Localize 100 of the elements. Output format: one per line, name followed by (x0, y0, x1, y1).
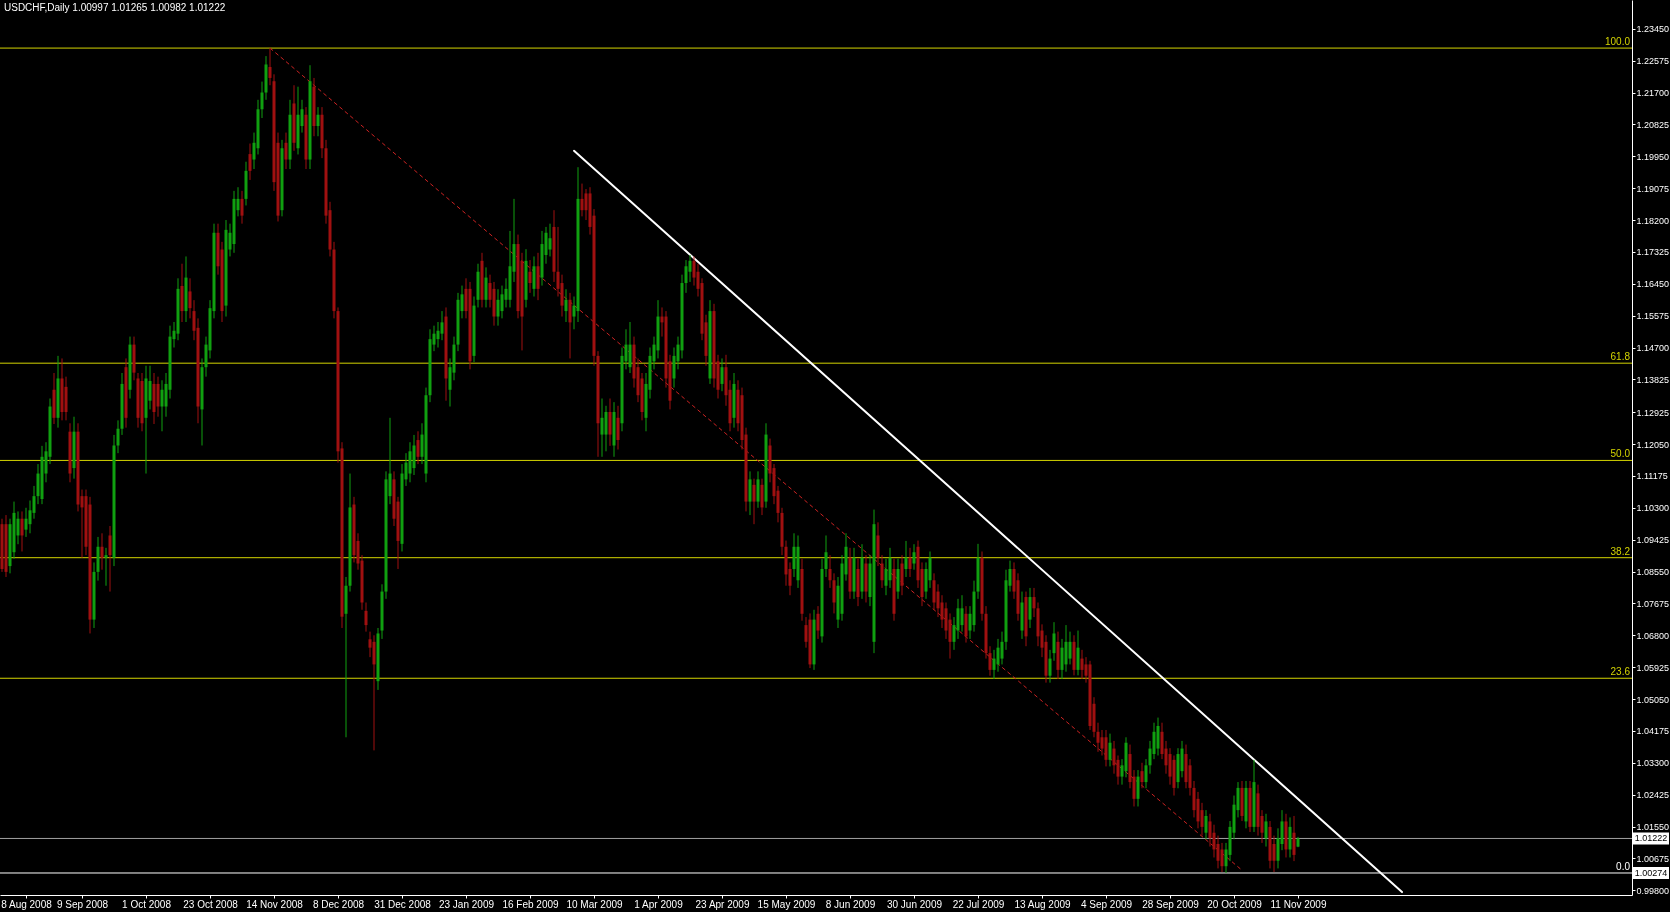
candlestick (1216, 835, 1220, 869)
annotation: 61.8 (1610, 351, 1631, 363)
y-tick-label: 1.03300 (1636, 758, 1670, 769)
x-tick-label: 20 Oct 2009 (1207, 898, 1263, 910)
candlestick (628, 321, 632, 374)
y-tick-label: 1.05050 (1636, 694, 1670, 705)
y-tick-label: 1.22575 (1636, 56, 1670, 67)
x-tick-label: 9 Sep 2008 (56, 898, 109, 910)
candlestick (900, 554, 904, 596)
annotation: 23.6 (1610, 666, 1631, 678)
x-tick-label: 13 Aug 2009 (1014, 898, 1072, 910)
candlestick (416, 430, 420, 465)
x-tick-label: 23 Oct 2008 (183, 898, 239, 910)
candlestick (1076, 630, 1080, 676)
candlestick (564, 288, 568, 323)
y-tick-label: 1.08550 (1636, 567, 1670, 578)
x-tick-label: 14 Nov 2008 (246, 898, 304, 910)
y-tick-label: 1.12050 (1636, 439, 1670, 450)
x-tick-label: 4 Sep 2009 (1080, 898, 1133, 910)
annotation: 50.0 (1610, 448, 1631, 460)
x-tick-label: 30 Jun 2009 (886, 898, 943, 910)
y-tick-label: 1.19950 (1636, 151, 1670, 162)
y-tick-label: 1.14700 (1636, 343, 1670, 354)
candlestick (832, 572, 836, 614)
y-tick-label: 1.07675 (1636, 598, 1670, 609)
candlestick (792, 532, 796, 578)
y-tick-label: 1.17325 (1636, 247, 1670, 258)
candlestick (604, 405, 608, 452)
candlestick (600, 398, 604, 458)
candlestick (956, 598, 960, 640)
x-tick-label: 16 Feb 2009 (502, 898, 560, 910)
candlestick (1064, 624, 1068, 673)
candlestick (608, 398, 612, 447)
candlestick (160, 379, 164, 432)
candlestick (756, 470, 760, 509)
candlestick (904, 540, 908, 578)
candlestick (688, 254, 692, 283)
candlestick (1140, 762, 1144, 789)
candlestick (100, 532, 104, 571)
candlestick (1180, 740, 1184, 778)
candlestick (1292, 815, 1296, 862)
y-tick-label: 1.00675 (1636, 853, 1670, 864)
x-tick-label: 8 Jun 2009 (825, 898, 876, 910)
candlestick (104, 547, 108, 587)
candlestick (284, 132, 288, 170)
y-tick-label: 1.13825 (1636, 374, 1670, 385)
y-tick-label: 1.11175 (1636, 471, 1668, 482)
y-tick-label: 1.01550 (1636, 822, 1670, 833)
y-tick-label: 1.02425 (1636, 790, 1670, 801)
candlestick (1156, 717, 1160, 756)
y-tick-label: 1.20825 (1636, 119, 1670, 130)
candlestick (496, 288, 500, 327)
x-tick-label: 10 Mar 2009 (566, 898, 624, 910)
candlestick (156, 376, 160, 418)
y-tick-label: 1.19075 (1636, 183, 1670, 194)
y-tick-label: 1.06800 (1636, 630, 1670, 641)
candlestick (1136, 769, 1140, 807)
candlestick (960, 594, 964, 633)
candlestick (364, 601, 368, 633)
candlestick (532, 255, 536, 298)
candlestick (240, 190, 244, 225)
candlestick (1028, 587, 1032, 629)
x-tick-label: 31 Dec 2008 (374, 898, 432, 910)
candlestick (908, 547, 912, 578)
x-tick-label: 15 May 2009 (757, 898, 816, 910)
x-tick-label: 1 Oct 2008 (122, 898, 172, 910)
candlestick (1080, 649, 1084, 680)
y-tick-label: 1.09425 (1636, 535, 1670, 546)
y-tick-label: 1.23450 (1636, 24, 1670, 35)
candlestick (548, 223, 552, 257)
y-tick-label: 1.21700 (1636, 88, 1670, 99)
candlestick (568, 292, 572, 359)
candlestick (948, 612, 952, 660)
candlestick (720, 357, 724, 392)
x-tick-label: 8 Aug 2008 (1, 898, 53, 910)
candlestick (528, 259, 532, 294)
y-tick-label: 1.04175 (1636, 726, 1670, 737)
candlestick (412, 434, 416, 476)
candlestick (1104, 729, 1108, 767)
candlestick (316, 106, 320, 137)
x-tick-label: 23 Apr 2009 (695, 898, 750, 910)
x-tick-label: 28 Sep 2009 (1142, 898, 1200, 910)
candlestick (816, 605, 820, 640)
candlestick (484, 266, 488, 308)
candlestick (1100, 729, 1104, 756)
y-tick-label: 1.16450 (1636, 279, 1670, 290)
annotation: 0.0 (1616, 861, 1631, 872)
x-tick-label: 23 Jan 2009 (438, 898, 495, 910)
candlestick (1200, 802, 1204, 837)
y-tick-label: 1.15575 (1636, 311, 1670, 322)
candlestick (372, 634, 376, 751)
candlestick (964, 605, 968, 644)
candlestick (1220, 842, 1224, 873)
candlestick (896, 558, 900, 600)
x-tick-label: 22 Jul 2009 (952, 898, 1005, 910)
ref-line-label: 1.01222 (1634, 833, 1668, 844)
candlestick (1204, 809, 1208, 840)
candlestick (108, 525, 112, 593)
candlestick (1264, 813, 1268, 848)
candlestick (752, 478, 756, 525)
